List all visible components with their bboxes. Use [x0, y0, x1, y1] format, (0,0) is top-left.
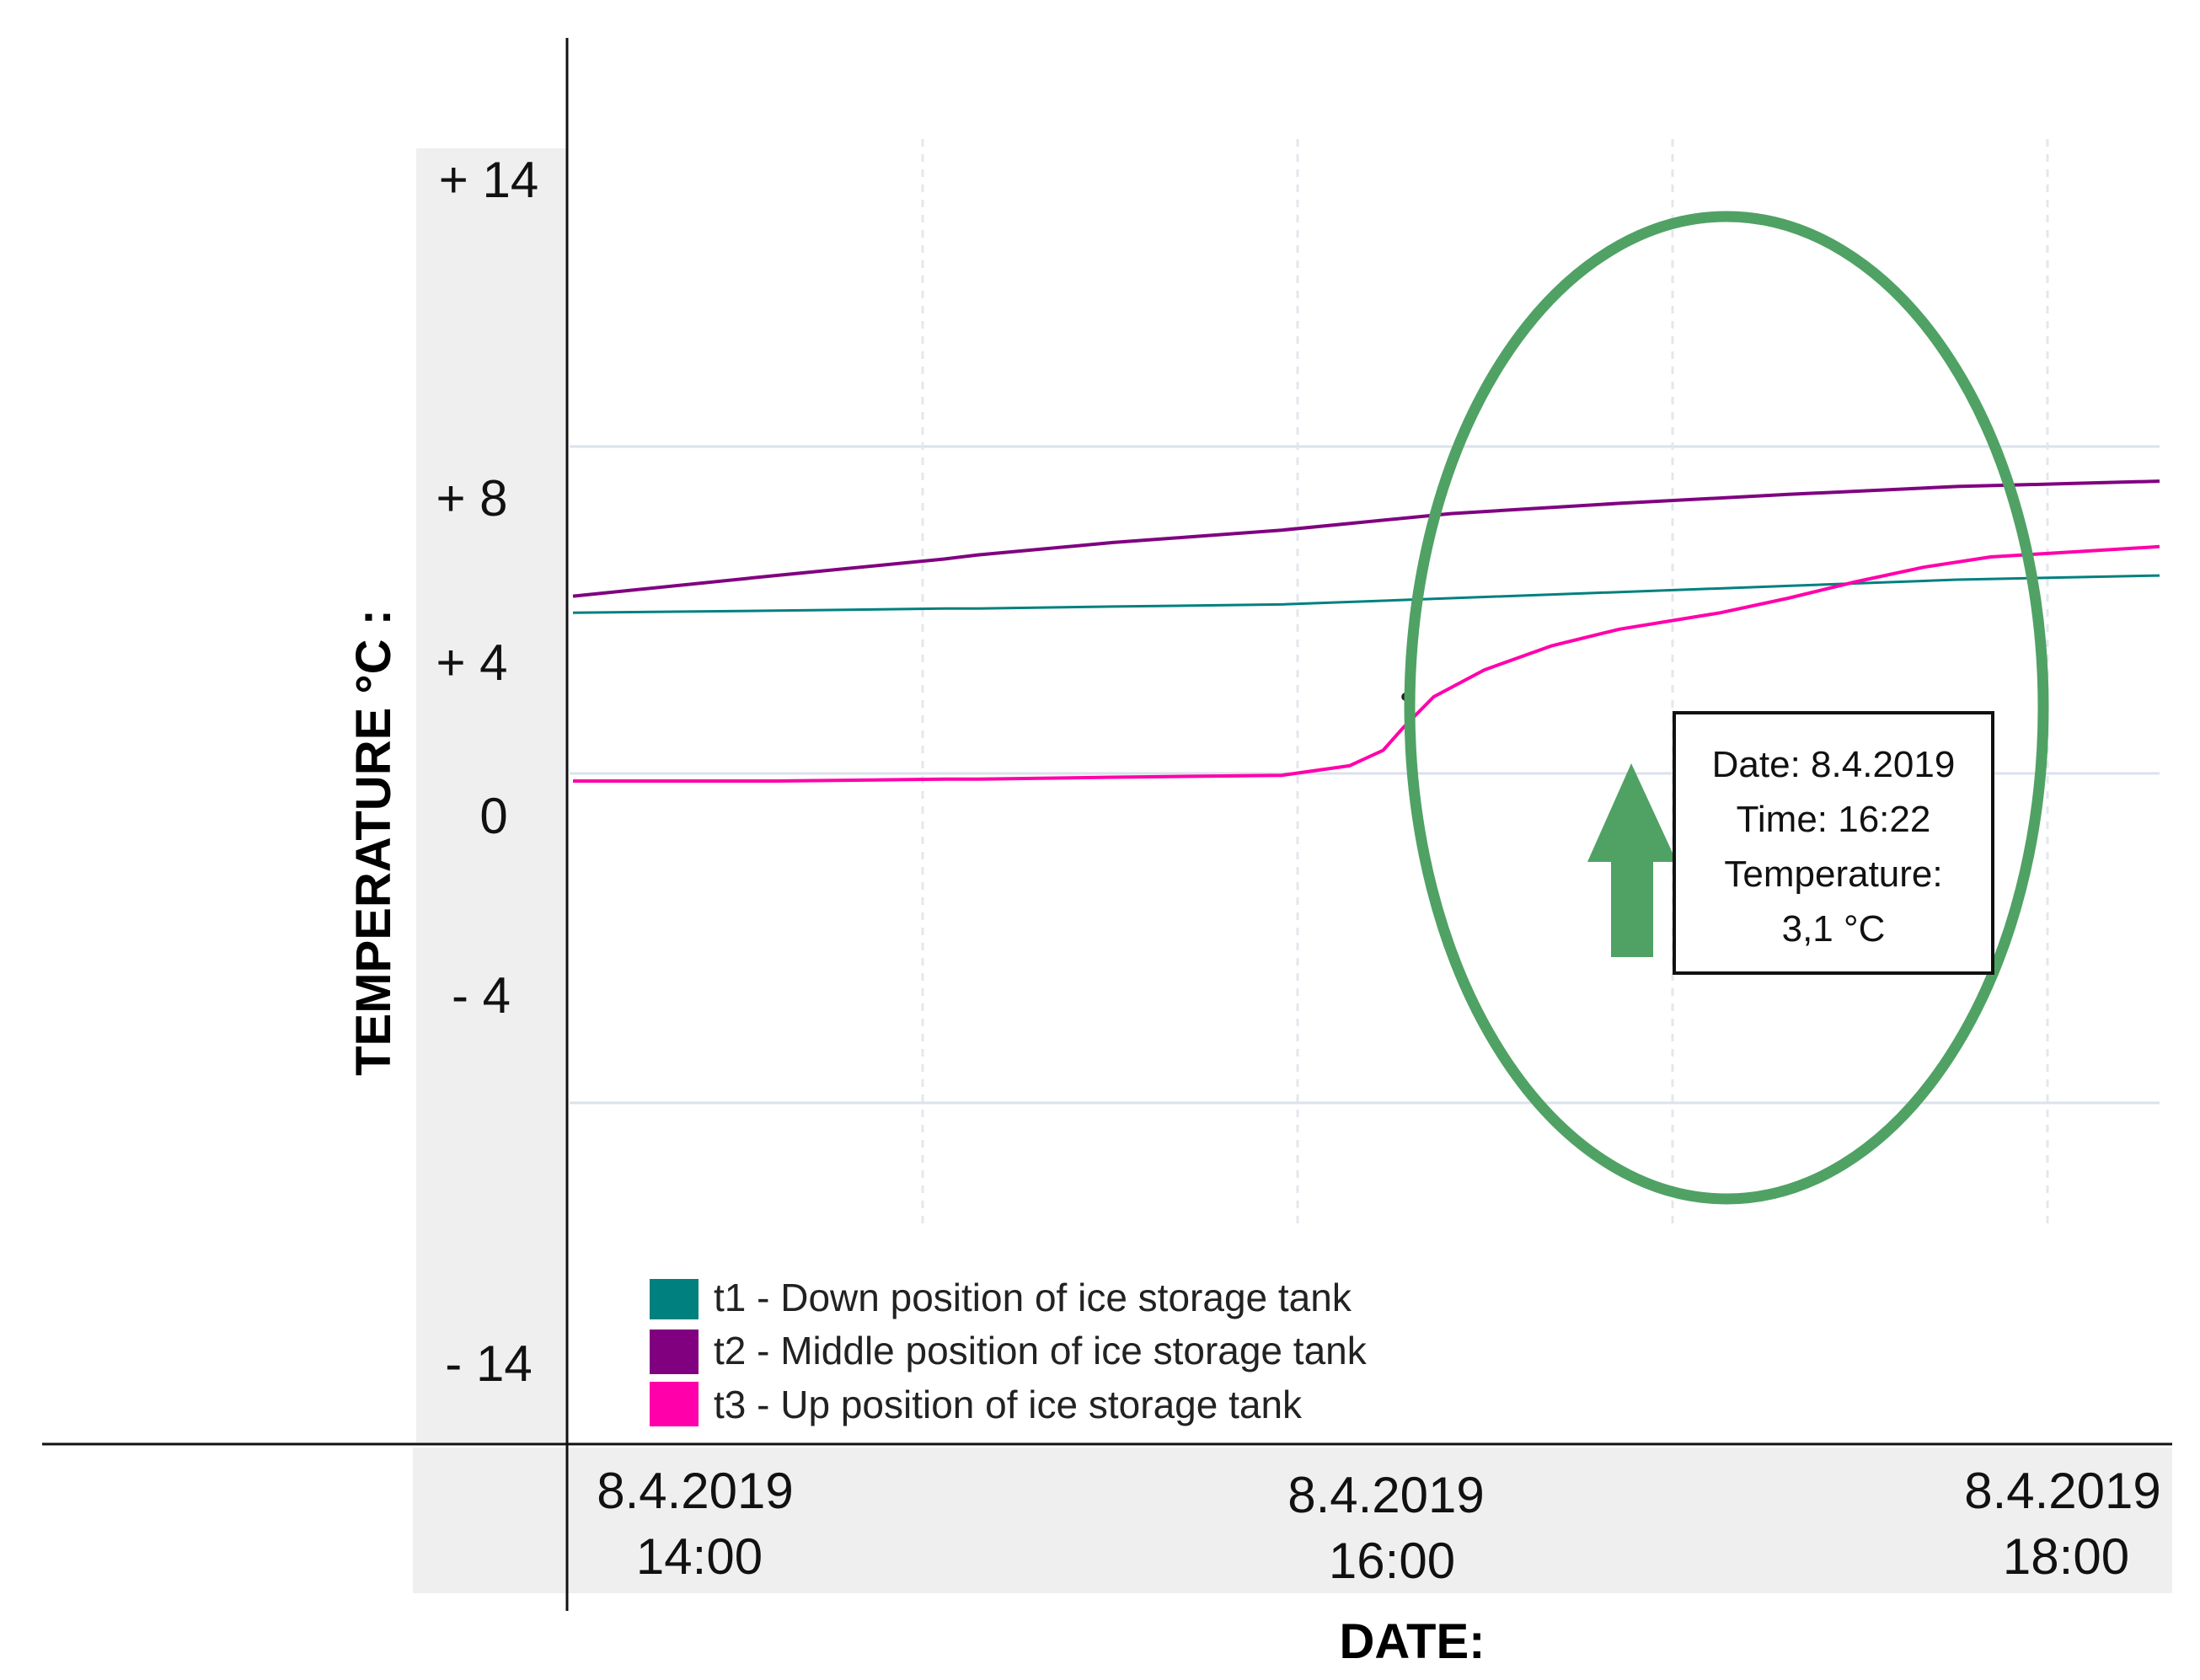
- x-axis-title: DATE:: [1340, 1614, 1485, 1669]
- x-tick-band: [413, 1447, 2172, 1593]
- y-tick-labels: + 14 + 8 + 4 0 - 4 - 14: [436, 152, 538, 1392]
- tooltip-time: Time: 16:22: [1737, 799, 1931, 840]
- tooltip-callout: Date: 8.4.2019 Time: 16:22 Temperature: …: [1673, 711, 1994, 975]
- series-line-t2: [572, 479, 2160, 598]
- up-arrow-icon: [1587, 763, 1677, 957]
- x-tick-labels: 8.4.2019 14:00 8.4.2019 16:00 8.4.2019 1…: [597, 1463, 2161, 1589]
- tooltip-temperature-value: 3,1 °C: [1782, 908, 1886, 950]
- y-tick-band: [416, 148, 566, 1442]
- legend-swatch-t2: [650, 1330, 699, 1374]
- x-tick-time: 16:00: [1329, 1533, 1455, 1589]
- legend-swatch-t3: [650, 1382, 699, 1426]
- legend: t1 - Down position of ice storage tank t…: [650, 1276, 1368, 1426]
- y-tick-label: + 4: [436, 634, 507, 691]
- tooltip-box: [1673, 711, 1994, 975]
- highlight-ellipse: [1404, 211, 2049, 1205]
- vertical-grid: [921, 139, 2049, 1230]
- tooltip-temperature-label: Temperature:: [1724, 853, 1942, 895]
- series-layer: [572, 479, 2160, 783]
- y-tick-label: + 8: [436, 470, 507, 527]
- legend-label-t3: t3 - Up position of ice storage tank: [714, 1383, 1303, 1426]
- legend-swatch-t1: [650, 1279, 699, 1319]
- y-tick-label: 0: [479, 788, 507, 844]
- legend-label-t1: t1 - Down position of ice storage tank: [714, 1276, 1352, 1319]
- y-tick-label: - 4: [452, 967, 511, 1024]
- x-tick-date: 8.4.2019: [1964, 1463, 2161, 1519]
- x-tick-time: 18:00: [2003, 1528, 2129, 1585]
- series-line-t3: [573, 544, 2160, 783]
- y-tick-label: + 14: [439, 152, 538, 208]
- series-line-t1: [572, 574, 2160, 614]
- x-tick-time: 14:00: [636, 1528, 763, 1585]
- y-axis-title: TEMPERATURE °C :: [346, 609, 401, 1076]
- tooltip-date: Date: 8.4.2019: [1712, 744, 1956, 785]
- y-tick-label: - 14: [445, 1335, 532, 1392]
- x-tick-date: 8.4.2019: [597, 1463, 794, 1519]
- x-tick-date: 8.4.2019: [1287, 1467, 1485, 1523]
- legend-label-t2: t2 - Middle position of ice storage tank: [714, 1329, 1368, 1372]
